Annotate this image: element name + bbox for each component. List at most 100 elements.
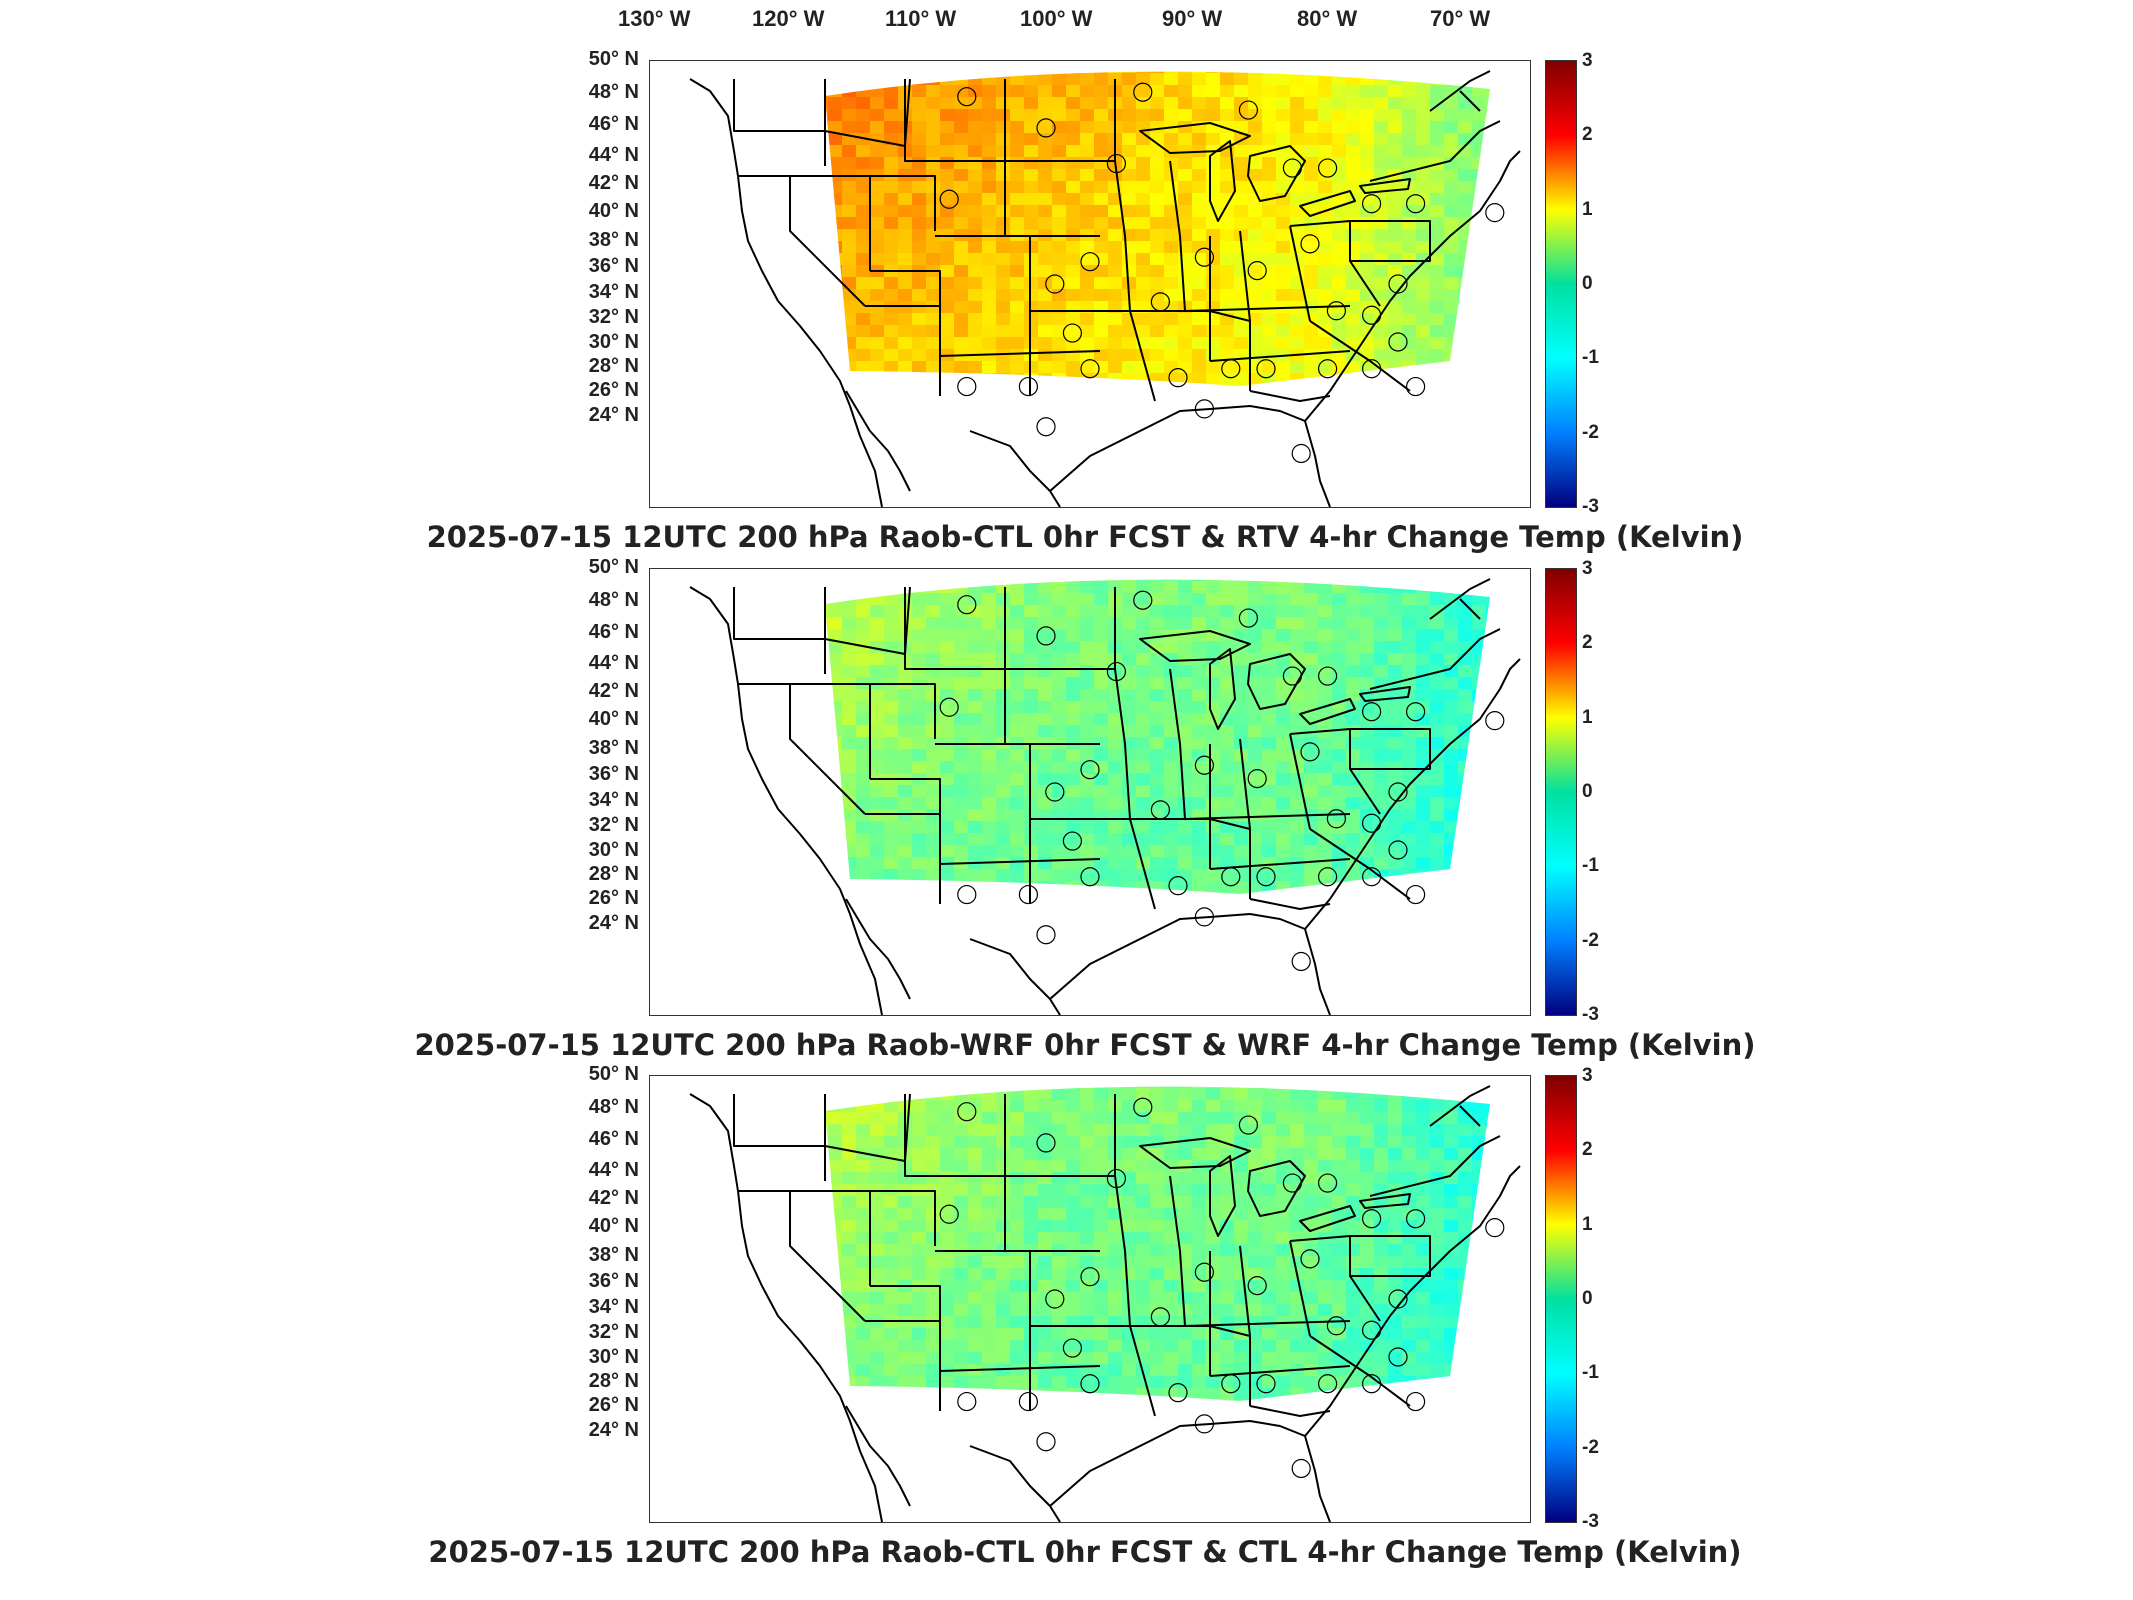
raob-station-marker xyxy=(1256,867,1276,887)
lake-outline xyxy=(1209,140,1236,222)
raob-station-marker xyxy=(1221,1374,1241,1394)
raob-station-marker xyxy=(957,884,977,905)
raob-station-marker xyxy=(1361,867,1382,887)
raob-station-marker xyxy=(1194,399,1215,419)
raob-station-marker xyxy=(1133,590,1153,610)
state-border xyxy=(1349,768,1381,815)
raob-station-marker xyxy=(1326,301,1347,321)
state-border xyxy=(870,270,941,306)
raob-station-marker xyxy=(1150,800,1170,820)
state-border xyxy=(1114,587,1156,910)
lat-label: 40° N xyxy=(588,200,639,222)
raob-station-marker xyxy=(1080,867,1100,887)
map-panel-1: 2025-07-15 12UTC 200 hPa Raob-CTL 0hr FC… xyxy=(0,48,2133,570)
raob-station-marker xyxy=(1045,782,1065,802)
lake-outline xyxy=(1359,686,1411,702)
raob-station-marker xyxy=(1247,261,1267,281)
raob-station-marker xyxy=(1238,100,1259,120)
raob-station-marker xyxy=(1388,840,1408,860)
raob-station-marker xyxy=(1018,376,1038,397)
state-border xyxy=(865,813,941,904)
state-border xyxy=(1209,350,1351,362)
lat-label: 28° N xyxy=(588,1370,639,1392)
state-border xyxy=(824,1093,911,1162)
raob-station-marker xyxy=(1388,274,1408,294)
colorbar xyxy=(1545,1075,1577,1523)
raob-station-marker xyxy=(1300,742,1320,762)
coastline xyxy=(689,1093,883,1522)
state-border xyxy=(1349,260,1381,307)
colorbar-tick-label: -2 xyxy=(1582,421,1599,443)
state-border xyxy=(870,1285,941,1321)
raob-station-marker xyxy=(1221,867,1241,887)
state-border xyxy=(1184,1320,1351,1327)
colorbar-tick-label: 3 xyxy=(1582,50,1593,71)
raob-station-marker xyxy=(1361,1209,1382,1229)
raob-station-marker xyxy=(957,87,977,107)
lat-label: 30° N xyxy=(588,1346,639,1368)
lat-label: 32° N xyxy=(588,1321,639,1343)
lon-label: 90° W xyxy=(1162,6,1223,31)
state-border xyxy=(935,743,1130,820)
state-border xyxy=(1369,1135,1501,1197)
colorbar-tick-label: 3 xyxy=(1582,1065,1593,1086)
temperature-map xyxy=(649,568,1531,1016)
raob-station-marker xyxy=(1036,925,1056,945)
lat-label: 44° N xyxy=(588,652,639,674)
colorbar-tick-label: 1 xyxy=(1582,706,1593,728)
state-border xyxy=(1209,858,1351,870)
raob-station-marker xyxy=(1036,626,1056,646)
raob-station-marker xyxy=(957,595,977,615)
raob-station-marker xyxy=(939,697,959,717)
state-border xyxy=(824,586,911,655)
state-border xyxy=(1114,1094,1156,1417)
raob-station-marker xyxy=(1291,1458,1311,1479)
lat-label: 50° N xyxy=(588,48,639,70)
lat-label: 34° N xyxy=(588,1296,639,1318)
raob-station-marker xyxy=(1317,1173,1338,1193)
temperature-map xyxy=(649,60,1531,508)
raob-station-marker xyxy=(1282,158,1303,178)
state-border xyxy=(1309,1335,1411,1407)
map-panel-3: 2025-07-15 12UTC 200 hPa Raob-CTL 0hr FC… xyxy=(0,1063,2133,1585)
lat-label: 38° N xyxy=(588,229,639,251)
coastline xyxy=(689,78,883,507)
raob-station-marker xyxy=(1485,711,1505,731)
raob-station-marker xyxy=(1361,1320,1382,1340)
raob-station-marker xyxy=(1106,1168,1126,1189)
lake-outline xyxy=(1139,122,1251,154)
raob-station-marker xyxy=(1388,782,1408,802)
state-border xyxy=(824,78,911,147)
lat-label: 26° N xyxy=(588,379,639,401)
lat-label: 46° N xyxy=(588,621,639,643)
raob-station-marker xyxy=(1036,417,1056,437)
state-border xyxy=(734,1145,826,1181)
state-border xyxy=(935,235,1130,312)
lake-outline xyxy=(1139,630,1251,662)
raob-station-marker xyxy=(1080,1267,1100,1287)
lat-label: 42° N xyxy=(588,1187,639,1209)
raob-station-marker xyxy=(957,1391,977,1412)
lon-label: 80° W xyxy=(1297,6,1358,31)
raob-station-marker xyxy=(1256,359,1276,379)
lon-label: 100° W xyxy=(1020,6,1093,31)
lake-outline xyxy=(1359,178,1411,194)
coastline xyxy=(845,390,911,492)
raob-station-marker xyxy=(1080,252,1100,272)
raob-station-marker xyxy=(1317,158,1338,178)
raob-station-marker xyxy=(957,1102,977,1122)
lake-outline xyxy=(1247,145,1306,202)
state-border xyxy=(738,1190,866,1322)
lat-label: 30° N xyxy=(588,839,639,861)
raob-station-marker xyxy=(1080,1374,1100,1394)
state-border xyxy=(1184,305,1351,312)
state-border xyxy=(1209,1365,1351,1377)
colorbar-tick-label: -2 xyxy=(1582,1436,1599,1458)
state-border xyxy=(1169,1175,1186,1327)
state-border xyxy=(1289,733,1311,830)
lake-outline xyxy=(1247,653,1306,710)
raob-station-marker xyxy=(1036,1133,1056,1153)
coastline xyxy=(969,658,1521,1015)
lat-label: 30° N xyxy=(588,331,639,353)
state-border xyxy=(733,79,826,132)
